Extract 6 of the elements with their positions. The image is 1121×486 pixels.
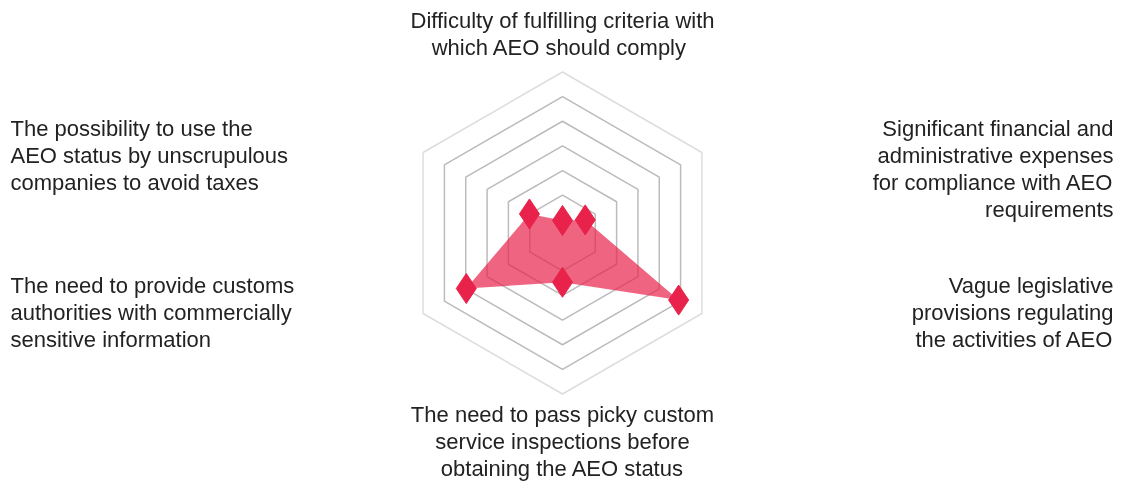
spoke-label: Difficulty of fulfilling criteria with which AEO should comply bbox=[410, 8, 715, 60]
spoke-label: The possibility to use the AEO status by unscrupulous companies to avoid taxes bbox=[10, 115, 289, 195]
spoke-label: Significant financial and administrative expenses for compliance with AEO requirements bbox=[872, 115, 1114, 222]
spoke-label: Vague legislative provisions regulating the activities of AEO bbox=[911, 272, 1114, 352]
spoke-label: The need to pass picky custom service inspections before obtaining the AEO status bbox=[410, 402, 715, 481]
spoke-label: The need to provide customs authorities with commercially sensitive information bbox=[10, 272, 295, 352]
